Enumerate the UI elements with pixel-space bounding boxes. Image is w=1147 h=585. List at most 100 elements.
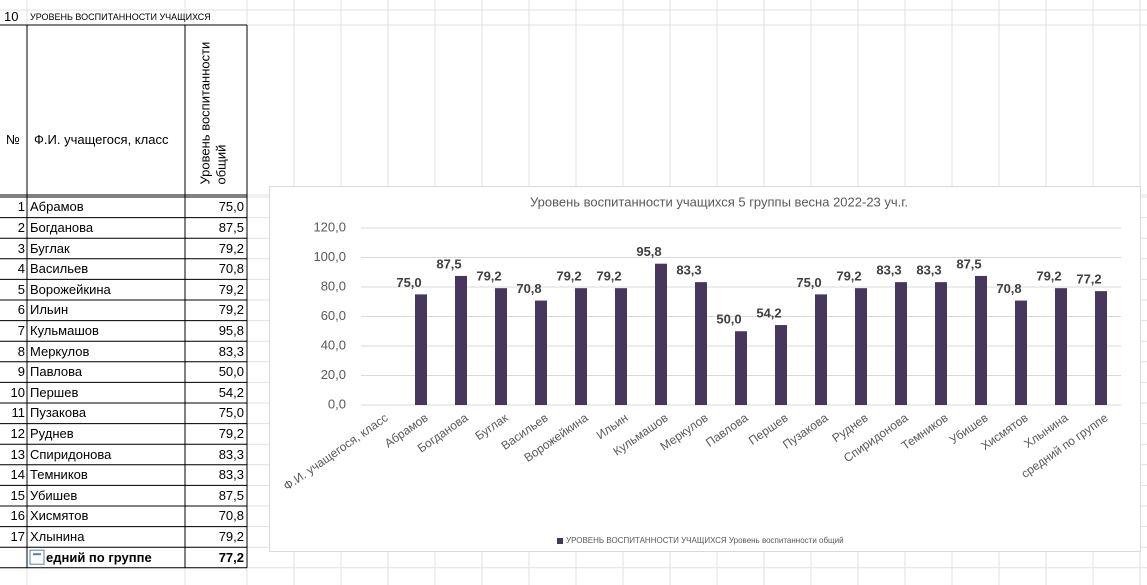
row-index: 16 xyxy=(10,508,25,524)
y-tick-label: 120,0 xyxy=(313,219,346,234)
bar xyxy=(575,288,587,405)
bar xyxy=(735,331,747,405)
student-value: 83,3 xyxy=(218,343,244,359)
data-label: 79,2 xyxy=(596,269,621,284)
row-index: 2 xyxy=(17,219,25,235)
row-index: 11 xyxy=(11,405,26,421)
student-value: 50,0 xyxy=(218,364,244,380)
chart-title: Уровень воспитанности учащихся 5 группы … xyxy=(530,194,908,209)
data-label: 77,2 xyxy=(1076,272,1101,287)
bar xyxy=(855,288,867,405)
student-name: Ильин xyxy=(30,302,69,318)
data-label: 83,3 xyxy=(876,263,901,278)
data-label: 79,2 xyxy=(476,269,501,284)
data-label: 87,5 xyxy=(436,256,461,271)
average-name: едний по группе xyxy=(46,549,152,565)
data-label: 79,2 xyxy=(556,269,581,284)
data-label: 75,0 xyxy=(396,275,421,290)
student-value: 79,2 xyxy=(218,528,244,544)
y-tick-label: 40,0 xyxy=(321,337,346,352)
header-name: Ф.И. учащегося, класс xyxy=(34,132,169,147)
student-value: 79,2 xyxy=(218,425,244,441)
student-value: 79,2 xyxy=(218,240,244,256)
student-name: Пузакова xyxy=(30,405,87,421)
bar xyxy=(655,263,667,405)
data-label: 95,8 xyxy=(636,244,661,259)
row-index: 1 xyxy=(17,199,25,215)
student-value: 54,2 xyxy=(218,384,244,400)
student-value: 70,8 xyxy=(218,261,244,277)
bar xyxy=(455,275,467,405)
data-label: 75,0 xyxy=(796,275,821,290)
student-value: 79,2 xyxy=(218,302,244,318)
data-label: 83,3 xyxy=(676,263,701,278)
row-index: 9 xyxy=(17,364,25,380)
bar xyxy=(1095,291,1107,405)
legend-swatch xyxy=(557,538,563,544)
student-name: Буглак xyxy=(30,240,70,256)
student-name: Руднев xyxy=(30,425,74,441)
autofill-icon xyxy=(29,549,45,565)
y-tick-label: 80,0 xyxy=(321,278,346,293)
row-index: 3 xyxy=(17,240,25,256)
student-value: 95,8 xyxy=(218,322,244,338)
student-name: Ворожейкина xyxy=(30,281,111,297)
student-name: Меркулов xyxy=(30,343,90,359)
bar xyxy=(975,275,987,405)
row-index: 13 xyxy=(10,446,25,462)
student-name: Павлова xyxy=(30,364,83,380)
row-index: 15 xyxy=(10,487,25,503)
y-tick-label: 0,0 xyxy=(328,396,346,411)
row-index: 10 xyxy=(10,384,25,400)
student-value: 79,2 xyxy=(218,281,244,297)
data-label: 70,8 xyxy=(996,281,1021,296)
data-label: 54,2 xyxy=(756,305,781,320)
row-number: 10 xyxy=(4,9,19,24)
student-name: Хлынина xyxy=(30,528,85,544)
y-tick-label: 20,0 xyxy=(321,367,346,382)
student-value: 75,0 xyxy=(218,405,244,421)
student-value: 87,5 xyxy=(218,487,244,503)
student-name: Спиридонова xyxy=(30,446,112,462)
student-name: Першев xyxy=(30,384,79,400)
row-index: 5 xyxy=(17,281,25,297)
average-value: 77,2 xyxy=(218,549,244,565)
bar xyxy=(535,300,547,405)
student-name: Кульмашов xyxy=(30,322,99,338)
student-name: Васильев xyxy=(30,261,89,277)
bar xyxy=(815,294,827,405)
student-value: 70,8 xyxy=(218,508,244,524)
student-name: Темников xyxy=(30,467,88,483)
row-index: 4 xyxy=(17,261,25,277)
y-tick-label: 60,0 xyxy=(321,308,346,323)
row-index: 12 xyxy=(10,425,25,441)
student-name: Хисмятов xyxy=(30,508,89,524)
student-value: 83,3 xyxy=(218,446,244,462)
student-value: 75,0 xyxy=(218,199,244,215)
data-label: 70,8 xyxy=(516,281,541,296)
row-index: 17 xyxy=(10,528,25,544)
chart: Уровень воспитанности учащихся 5 группы … xyxy=(269,186,1141,552)
header-value: Уровень воспитанности общий xyxy=(197,41,229,185)
bar xyxy=(1015,300,1027,405)
bar xyxy=(695,282,707,405)
bar xyxy=(1055,288,1067,405)
bar xyxy=(775,325,787,405)
data-label: 87,5 xyxy=(956,256,981,271)
row-index: 7 xyxy=(17,322,25,338)
row-index: 8 xyxy=(17,343,25,359)
student-name: Убишев xyxy=(30,487,78,503)
header-number: № xyxy=(6,132,20,147)
row-index: 6 xyxy=(17,302,25,318)
student-name: Богданова xyxy=(30,219,94,235)
student-value: 87,5 xyxy=(218,219,244,235)
data-label: 79,2 xyxy=(1036,269,1061,284)
data-label: 79,2 xyxy=(836,269,861,284)
data-label: 83,3 xyxy=(916,263,941,278)
data-label: 50,0 xyxy=(716,312,741,327)
autofill-icon-bar xyxy=(33,553,41,556)
bar xyxy=(495,288,507,405)
bar xyxy=(615,288,627,405)
legend-label: УРОВЕНЬ ВОСПИТАННОСТИ УЧАЩИХСЯ Уровень в… xyxy=(566,536,844,545)
